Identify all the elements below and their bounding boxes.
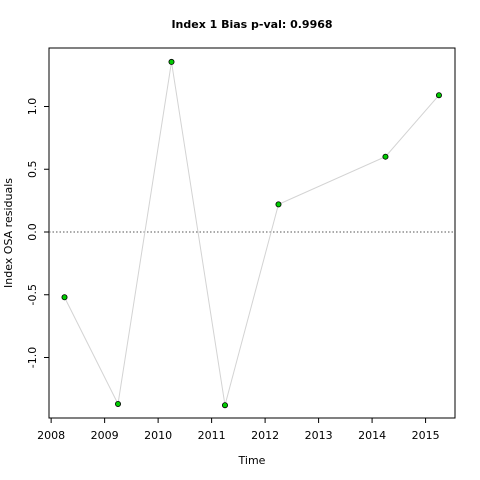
point [61, 294, 68, 301]
x-tick-label: 2010 [144, 429, 172, 442]
point [275, 201, 282, 208]
y-axis-label: Index OSA residuals [2, 178, 15, 288]
x-tick-label: 2012 [251, 429, 279, 442]
y-tick-label: 1.0 [26, 98, 39, 116]
x-tick-label: 2015 [412, 429, 440, 442]
point [115, 400, 122, 407]
plot-frame [48, 47, 456, 419]
y-tick-label: 0.0 [26, 223, 39, 241]
chart-title: Index 1 Bias p-val: 0.9968 [171, 18, 332, 31]
x-tick-label: 2013 [305, 429, 333, 442]
x-tick-label: 2014 [358, 429, 386, 442]
x-tick-label: 2008 [37, 429, 65, 442]
x-axis-label: Time [238, 454, 266, 467]
series-line [64, 61, 440, 406]
x-tick-label: 2009 [91, 429, 119, 442]
y-tick-label: -1.0 [26, 347, 39, 368]
point [221, 402, 228, 409]
point [382, 153, 389, 160]
x-tick-label: 2011 [198, 429, 226, 442]
y-tick-label: -0.5 [26, 284, 39, 305]
point [168, 58, 175, 65]
point [435, 92, 442, 99]
y-tick-label: 0.5 [26, 160, 39, 178]
